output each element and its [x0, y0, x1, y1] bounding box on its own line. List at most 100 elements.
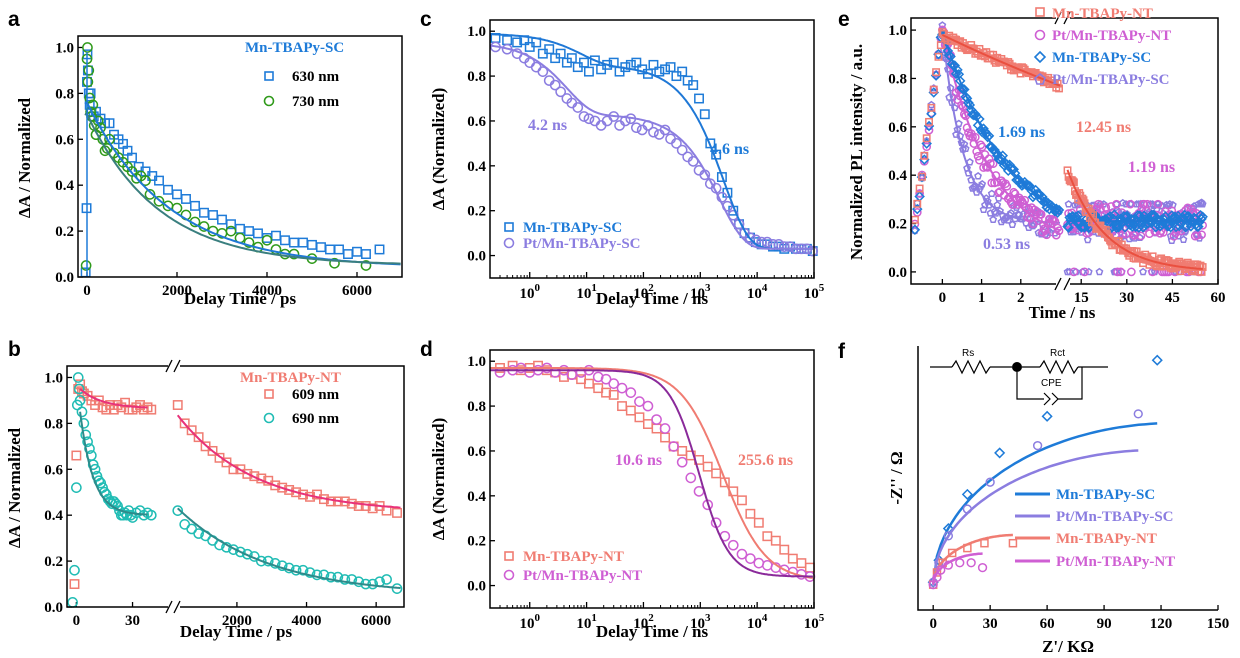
data-point-a-0-46 — [374, 244, 385, 255]
plot-area-b: 0 30 2000 4000 6000 0.0 0.2 0.4 0.6 0.8 1.0 — [44, 370, 403, 629]
x-axis-title-c: Delay Time / ns — [596, 289, 709, 308]
data-point-b-1-43 — [193, 528, 204, 539]
data-point-a-1-24 — [140, 175, 151, 186]
circuit-label-rct: Rct — [1050, 348, 1065, 359]
annotation-e-0-53ns: 0.53 ns — [983, 236, 1030, 253]
fit-line-b-2 — [79, 388, 148, 409]
x-axis-title-e: Time / ns — [1029, 303, 1096, 322]
y-tick-label-c-4: 0.8 — [467, 69, 486, 85]
data-point-a-0-44 — [352, 246, 362, 257]
nyquist-point-2-5 — [980, 538, 989, 548]
x-tick-label-d-5: 105 — [804, 612, 825, 632]
data-point-c-0-27 — [660, 64, 671, 75]
pl-point-1-l1645 — [1002, 181, 1012, 191]
y-tick-label-c-3: 0.6 — [467, 114, 486, 130]
x-tick-label-e-4: 30 — [1119, 290, 1134, 306]
data-point-a-0-18 — [127, 152, 137, 163]
pl-point-2-rr109 — [1063, 222, 1074, 233]
nyquist-point-0-6 — [1151, 354, 1163, 366]
data-point-b-1-66 — [353, 576, 365, 588]
fit-line-d-2 — [490, 367, 814, 579]
frame-b — [66, 365, 405, 608]
data-point-c-0-2 — [512, 37, 523, 48]
fit-line-d-3 — [490, 369, 813, 578]
legend-marker-c-sc — [504, 222, 514, 232]
annotation-d-10-6ns: 10.6 ns — [615, 452, 662, 469]
pl-point-1-r66 — [924, 125, 934, 135]
data-point-a-0-43 — [343, 249, 353, 259]
data-point-c-0-33 — [694, 93, 704, 104]
data-point-c-0-14 — [583, 66, 594, 77]
nyquist-point-3-3 — [943, 560, 954, 570]
legend-marker-d-ptnt — [503, 569, 515, 581]
pl-point-3-rr487 — [1179, 235, 1188, 243]
data-point-a-1-36 — [243, 237, 255, 248]
pl-point-3-rr210 — [1095, 267, 1104, 276]
panel-label-f: f — [838, 340, 846, 363]
pl-point-0-r48 — [918, 172, 926, 181]
legend-f: Mn-TBAPy-SC Pt/Mn-TBAPy-SC Mn-TBAPy-NT P… — [1015, 487, 1175, 570]
pl-point-2-rr354 — [1137, 222, 1149, 233]
panel-b: b 0 30 2000 4000 6000 0.0 0.2 0.4 0.6 0.8 1.0 Dela… — [5, 338, 405, 641]
data-point-b-1-71 — [391, 583, 403, 594]
x-tick-label-b-2: 2000 — [222, 613, 252, 629]
nyquist-fit-2 — [931, 533, 1013, 585]
data-point-d-0-10 — [583, 378, 594, 389]
x-tick-label-c-1: 101 — [576, 282, 597, 302]
legend-label-f-ptnt: Pt/Mn-TBAPy-NT — [1056, 554, 1175, 570]
pl-point-1-l2660 — [1042, 230, 1052, 240]
nyquist-point-2-6 — [1008, 538, 1018, 548]
y-tick-label-a-0: 0.0 — [55, 270, 74, 286]
x-axis-title-b: Delay Time / ps — [180, 622, 293, 641]
pl-point-3-l1715 — [1005, 210, 1014, 219]
x-tick-label-f-4: 120 — [1150, 616, 1173, 632]
data-point-b-0-39 — [277, 482, 288, 493]
pl-point-0-r42 — [915, 184, 924, 193]
pl-point-1-rr312 — [1125, 199, 1135, 209]
data-point-a-0-35 — [271, 230, 281, 241]
data-point-d-0-25 — [711, 468, 722, 479]
data-point-c-0-13 — [579, 57, 589, 68]
legend-label-e-ptnt: Pt/Mn-TBAPy-NT — [1052, 28, 1171, 44]
x-tick-label-e-5: 45 — [1165, 290, 1180, 306]
panel-f: f 0 30 60 90 120 150 Z'/ KΩ -Z'' / Ω Rs Rct C… — [838, 340, 1229, 656]
nyquist-point-1-3 — [962, 504, 973, 514]
legend-label-690: 690 nm — [292, 411, 340, 427]
fit-line-b-5 — [177, 507, 401, 590]
y-tick-label-d-5: 1.0 — [467, 354, 486, 370]
data-point-c-0-25 — [648, 59, 659, 70]
y-tick-label-e-2: 0.4 — [888, 168, 907, 184]
frame-a — [77, 35, 403, 278]
data-point-a-0-28 — [208, 210, 218, 220]
pl-point-1-rr249 — [1106, 202, 1116, 211]
pl-point-0-r90 — [934, 52, 943, 61]
nyquist-point-3-6 — [977, 562, 988, 573]
data-point-b-0-55 — [392, 507, 402, 518]
legend-marker-630 — [264, 71, 274, 81]
data-point-d-1-30 — [753, 557, 765, 569]
axis-break-b — [165, 359, 181, 614]
nyquist-point-0-5 — [1041, 410, 1053, 422]
legend-label-c-ptsc: Pt/Mn-TBAPy-SC — [523, 236, 641, 252]
data-point-c-0-11 — [566, 53, 577, 64]
data-point-c-1-49 — [784, 241, 796, 252]
pl-point-0-rr550 — [1198, 263, 1207, 271]
data-point-b-1-49 — [235, 546, 246, 558]
annotation-e-1-19ns: 1.19 ns — [1128, 159, 1175, 176]
data-point-b-1-9 — [80, 429, 92, 441]
legend-marker-d-nt — [504, 551, 514, 561]
data-point-a-1-25 — [144, 189, 156, 200]
y-tick-label-a-2: 0.4 — [55, 178, 74, 194]
data-point-c-1-42 — [744, 232, 756, 243]
data-point-d-1-13 — [608, 378, 620, 390]
data-point-a-0-33 — [253, 228, 263, 239]
y-tick-label-d-2: 0.4 — [467, 489, 486, 505]
nyquist-point-0-4 — [994, 447, 1006, 459]
frame-c — [489, 19, 815, 279]
pl-point-3-l1015 — [978, 179, 987, 188]
legend-d: Mn-TBAPy-NT Pt/Mn-TBAPy-NT — [503, 549, 642, 584]
pl-point-2-rr343 — [1134, 210, 1146, 221]
y-tick-label-c-5: 1.0 — [467, 24, 486, 40]
pl-point-3-l1785 — [1008, 220, 1017, 228]
y-axis-title-e: Normalized PL intensity / a.u. — [847, 44, 866, 260]
